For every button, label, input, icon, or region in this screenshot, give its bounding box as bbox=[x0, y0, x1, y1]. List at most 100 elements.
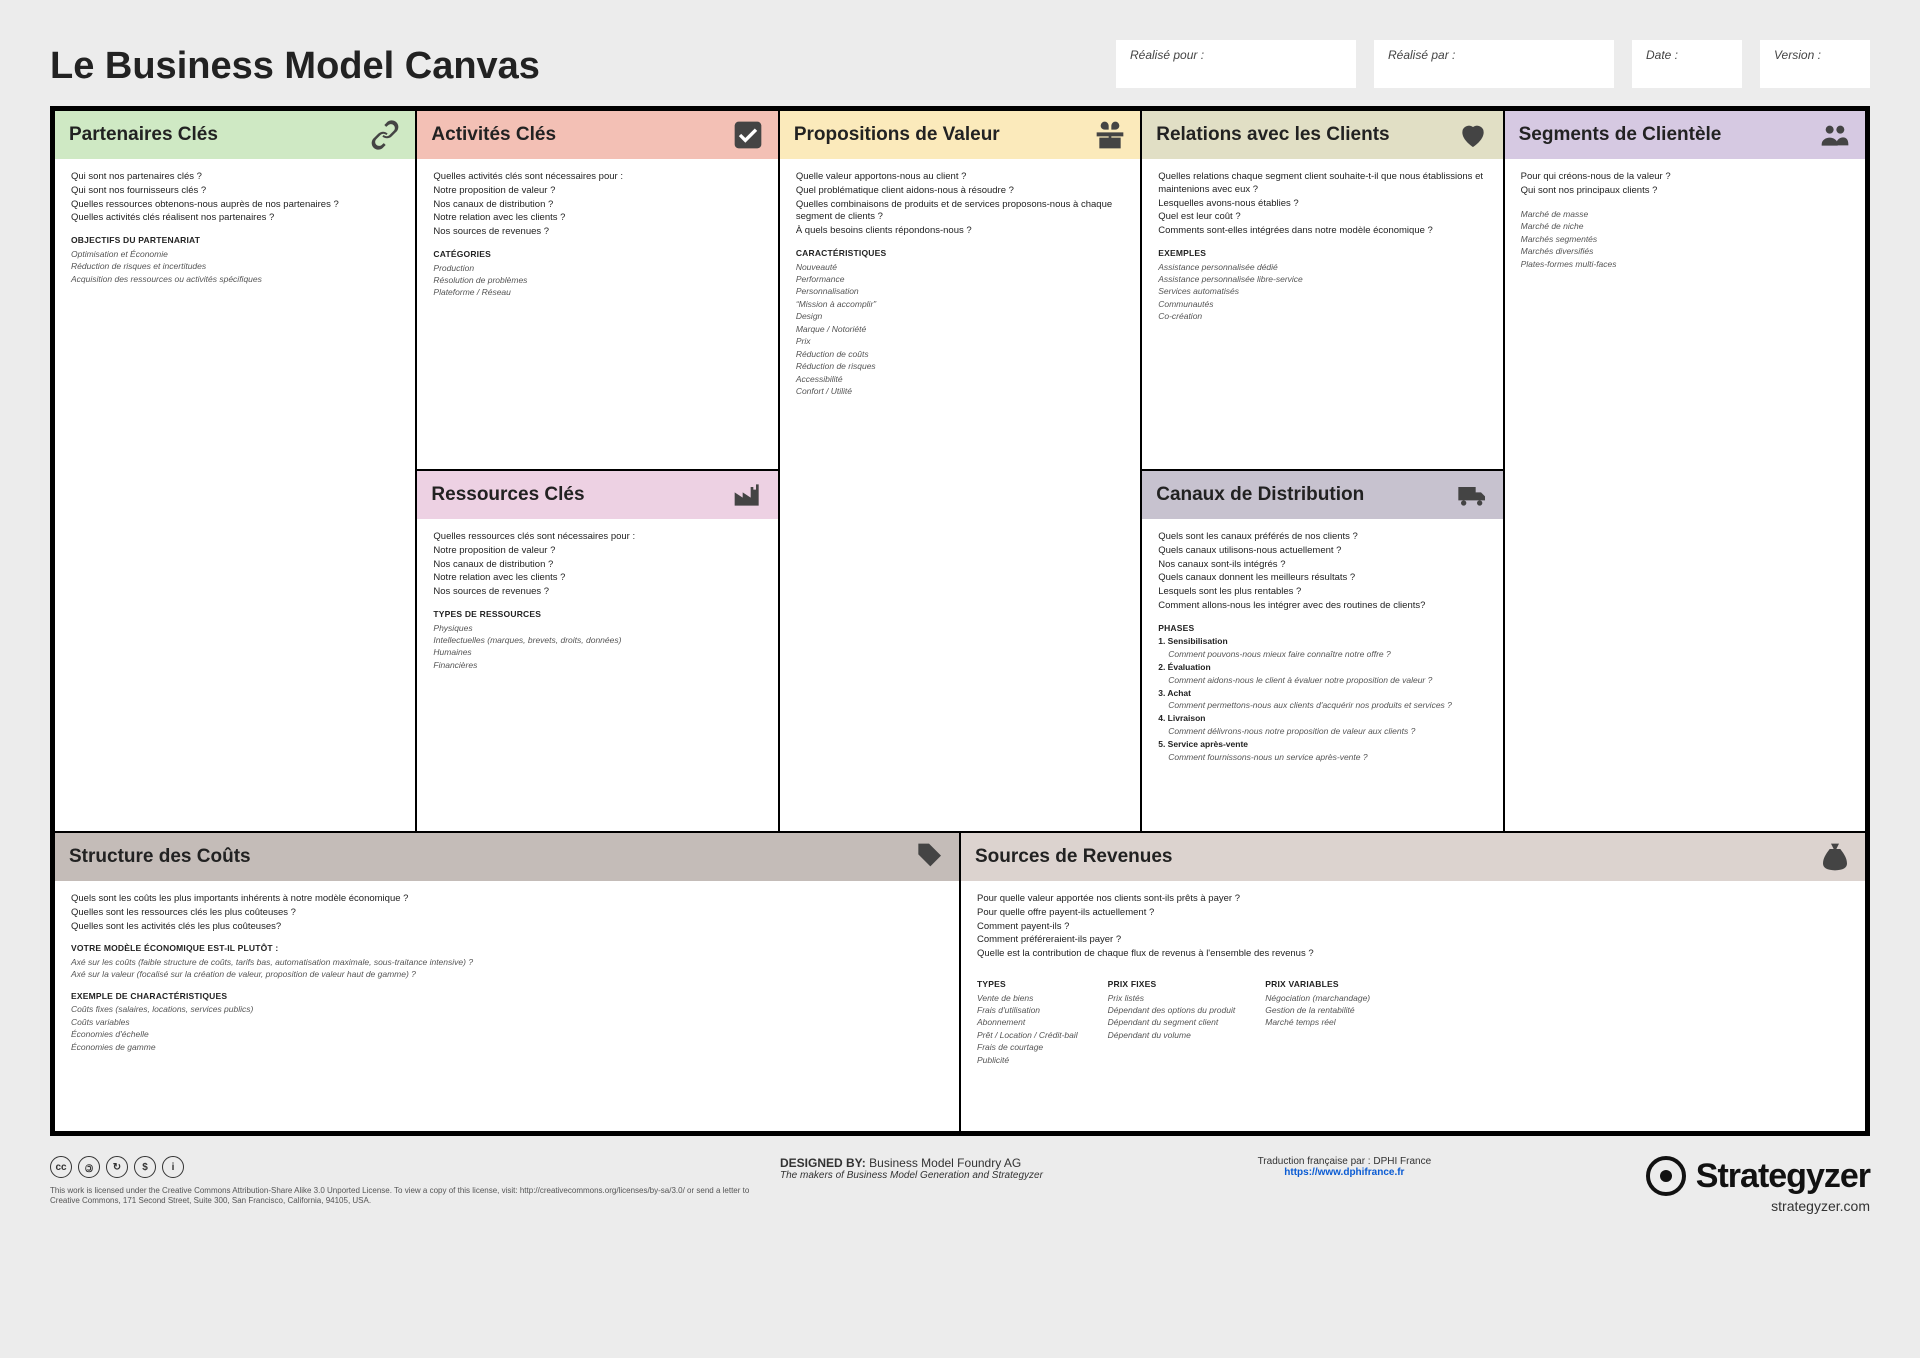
check-icon bbox=[732, 119, 764, 151]
list-item: Dépendant du segment client bbox=[1108, 1017, 1236, 1028]
body-channels: Quels sont les canaux préférés de nos cl… bbox=[1142, 519, 1502, 776]
meta-by-box[interactable]: Réalisé par : bbox=[1374, 40, 1614, 88]
list-item: Comment préféreraient-ils payer ? bbox=[977, 934, 1849, 947]
cc-nc-icon: $ bbox=[134, 1156, 156, 1178]
list-item: Notre proposition de valeur ? bbox=[433, 545, 761, 558]
designed-by-label: DESIGNED BY: bbox=[780, 1156, 866, 1170]
head-key-partners: Partenaires Clés bbox=[55, 111, 415, 159]
list-item: Vente de biens bbox=[977, 993, 1078, 1004]
list-item: Quels canaux donnent les meilleurs résul… bbox=[1158, 572, 1486, 585]
title-key-resources: Ressources Clés bbox=[431, 484, 584, 506]
body-key-activities: Quelles activités clés sont nécessaires … bbox=[417, 159, 777, 312]
list-item: Coûts variables bbox=[71, 1017, 943, 1028]
list-item: Quels sont les coûts les plus importants… bbox=[71, 893, 943, 906]
list-item: Dépendant du volume bbox=[1108, 1030, 1236, 1041]
head-customer-segments: Segments de Clientèle bbox=[1505, 111, 1865, 159]
list-item: Assistance personnalisée libre-service bbox=[1158, 274, 1486, 285]
title-cost-structure: Structure des Coûts bbox=[69, 846, 251, 868]
list-item: Nos sources de revenues ? bbox=[433, 586, 761, 599]
list-item: Dépendant des options du produit bbox=[1108, 1005, 1236, 1016]
license-text: This work is licensed under the Creative… bbox=[50, 1186, 750, 1206]
meta-for-label: Réalisé pour : bbox=[1130, 48, 1204, 62]
list-item: À quels besoins clients répondons-nous ? bbox=[796, 225, 1124, 238]
head-cost-structure: Structure des Coûts bbox=[55, 833, 959, 881]
body-cost-structure: Quels sont les coûts les plus importants… bbox=[55, 881, 959, 1066]
list-item: Nos canaux sont-ils intégrés ? bbox=[1158, 559, 1486, 572]
list-item: Prêt / Location / Crédit-bail bbox=[977, 1030, 1078, 1041]
block-value-propositions: Propositions de Valeur Quelle valeur app… bbox=[780, 111, 1142, 831]
list-item: Marchés segmentés bbox=[1521, 234, 1849, 245]
list-item: Production bbox=[433, 263, 761, 274]
list-item: Nos sources de revenues ? bbox=[433, 226, 761, 239]
cc-sa-icon: ↻ bbox=[106, 1156, 128, 1178]
brand-logo-icon bbox=[1646, 1156, 1686, 1196]
brand-name: Strategyzer bbox=[1696, 1157, 1870, 1196]
rev-fixed-title: PRIX FIXES bbox=[1108, 979, 1236, 990]
body-customer-segments: Pour qui créons-nous de la valeur ?Qui s… bbox=[1505, 159, 1865, 283]
list-item: Plateforme / Réseau bbox=[433, 287, 761, 298]
sub-ka: CATÉGORIES bbox=[433, 249, 761, 260]
head-key-resources: Ressources Clés bbox=[417, 471, 777, 519]
list-item: Réduction de risques et incertitudes bbox=[71, 261, 399, 272]
list-item: Prix bbox=[796, 336, 1124, 347]
people-icon bbox=[1819, 119, 1851, 151]
list-item: Confort / Utilité bbox=[796, 386, 1124, 397]
list-item: Personnalisation bbox=[796, 286, 1124, 297]
list-item: Quelles relations chaque segment client … bbox=[1158, 171, 1486, 197]
list-item: Coûts fixes (salaires, locations, servic… bbox=[71, 1004, 943, 1015]
sub-cost1: VOTRE MODÈLE ÉCONOMIQUE EST-IL PLUTÔT : bbox=[71, 943, 943, 954]
list-item: Communautés bbox=[1158, 299, 1486, 310]
head-key-activities: Activités Clés bbox=[417, 111, 777, 159]
list-item: Nos canaux de distribution ? bbox=[433, 199, 761, 212]
list-item: Marque / Notoriété bbox=[796, 324, 1124, 335]
list-item: Axé sur les coûts (faible structure de c… bbox=[71, 957, 943, 968]
title-revenue-streams: Sources de Revenues bbox=[975, 846, 1172, 868]
meta-for-box[interactable]: Réalisé pour : bbox=[1116, 40, 1356, 88]
list-item: Marché de masse bbox=[1521, 209, 1849, 220]
body-key-partners: Qui sont nos partenaires clés ?Qui sont … bbox=[55, 159, 415, 298]
list-item: Pour quelle valeur apportée nos clients … bbox=[977, 893, 1849, 906]
list-item: Frais de courtage bbox=[977, 1042, 1078, 1053]
title-key-activities: Activités Clés bbox=[431, 124, 556, 146]
list-item: Quel est leur coût ? bbox=[1158, 211, 1486, 224]
list-item: Lesquelles avons-nous établies ? bbox=[1158, 198, 1486, 211]
list-item: Co-création bbox=[1158, 311, 1486, 322]
title-channels: Canaux de Distribution bbox=[1156, 484, 1364, 506]
list-item: Quelle est la contribution de chaque flu… bbox=[977, 948, 1849, 961]
list-item: Quelles sont les ressources clés les plu… bbox=[71, 907, 943, 920]
list-item: Quels sont les canaux préférés de nos cl… bbox=[1158, 531, 1486, 544]
list-item: Gestion de la rentabilité bbox=[1265, 1005, 1370, 1016]
rev-types-title: TYPES bbox=[977, 979, 1078, 990]
head-customer-relationships: Relations avec les Clients bbox=[1142, 111, 1502, 159]
list-item: Quelles combinaisons de produits et de s… bbox=[796, 199, 1124, 225]
list-item: Qui sont nos principaux clients ? bbox=[1521, 185, 1849, 198]
list-item: Prix listés bbox=[1108, 993, 1236, 1004]
translation-url[interactable]: https://www.dphifrance.fr bbox=[1284, 1167, 1404, 1178]
list-item: Design bbox=[796, 311, 1124, 322]
designed-by-sub: The makers of Business Model Generation … bbox=[780, 1170, 1043, 1181]
list-item: Réduction de risques bbox=[796, 361, 1124, 372]
meta-date-box[interactable]: Date : bbox=[1632, 40, 1742, 88]
list-item: Frais d'utilisation bbox=[977, 1005, 1078, 1016]
list-item: Notre relation avec les clients ? bbox=[433, 572, 761, 585]
heart-icon bbox=[1457, 119, 1489, 151]
cc-nd-icon: i bbox=[162, 1156, 184, 1178]
list-item: Quelles ressources obtenons-nous auprès … bbox=[71, 199, 399, 212]
cc-by-icon: 🄯 bbox=[78, 1156, 100, 1178]
cc-icon: cc bbox=[50, 1156, 72, 1178]
list-item: Plates-formes multi-faces bbox=[1521, 259, 1849, 270]
sub-cost2: EXEMPLE DE CHARACTÉRISTIQUES bbox=[71, 991, 943, 1002]
title-customer-relationships: Relations avec les Clients bbox=[1156, 124, 1389, 146]
meta-ver-box[interactable]: Version : bbox=[1760, 40, 1870, 88]
phase-item: 2. ÉvaluationComment aidons-nous le clie… bbox=[1158, 662, 1486, 688]
list-item: Pour qui créons-nous de la valeur ? bbox=[1521, 171, 1849, 184]
money-bag-icon bbox=[1819, 841, 1851, 873]
brand: Strategyzer bbox=[1646, 1156, 1870, 1196]
body-value-propositions: Quelle valeur apportons-nous au client ?… bbox=[780, 159, 1140, 411]
designed-by: DESIGNED BY: Business Model Foundry AG bbox=[780, 1156, 1043, 1170]
list-item: Qui sont nos partenaires clés ? bbox=[71, 171, 399, 184]
list-item: Services automatisés bbox=[1158, 286, 1486, 297]
footer: cc 🄯 ↻ $ i This work is licensed under t… bbox=[50, 1156, 1870, 1214]
business-model-canvas: Partenaires Clés Qui sont nos partenaire… bbox=[50, 106, 1870, 1136]
factory-icon bbox=[732, 479, 764, 511]
